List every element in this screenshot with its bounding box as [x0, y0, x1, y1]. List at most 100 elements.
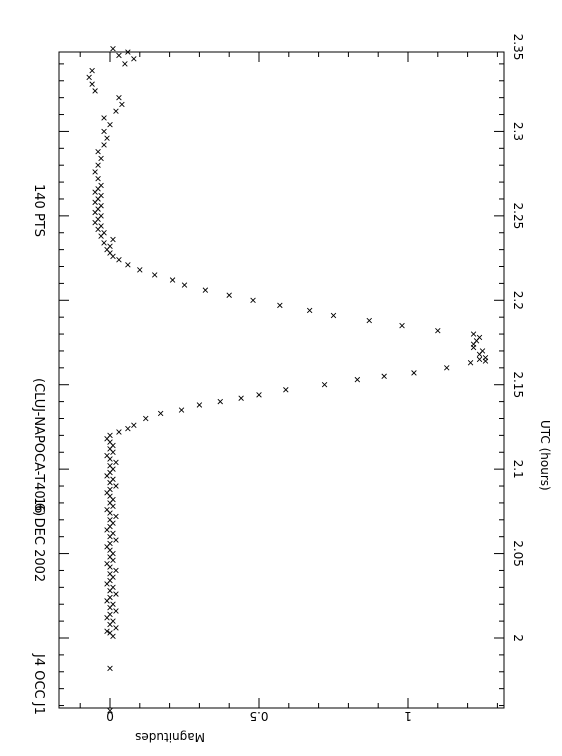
data-point-stroke-b	[110, 574, 116, 580]
data-point-stroke-b	[113, 591, 119, 597]
data-point	[95, 148, 101, 155]
data-point-stroke-b	[101, 240, 107, 246]
data-point-stroke-b	[151, 272, 158, 278]
data-point	[101, 230, 107, 236]
data-point-stroke-b	[125, 49, 131, 55]
x-tick-label: 2.35	[511, 34, 525, 61]
data-point-stroke-b	[104, 506, 110, 513]
data-point-stroke-b	[95, 162, 101, 168]
data-point	[107, 517, 113, 523]
data-point-stroke-b	[178, 407, 185, 413]
data-point-stroke-b	[435, 327, 441, 334]
data-point	[157, 410, 164, 417]
data-point-stroke-b	[113, 108, 119, 114]
data-point	[143, 415, 149, 422]
data-point-stroke-b	[116, 429, 122, 435]
data-point-stroke-b	[399, 322, 405, 329]
data-point-stroke-b	[125, 425, 131, 432]
data-point-stroke-b	[122, 61, 128, 67]
data-points	[86, 45, 489, 714]
data-point	[98, 192, 104, 199]
y-tick-label: 0.5	[249, 709, 268, 723]
data-point-stroke-b	[202, 287, 209, 293]
data-point	[98, 213, 104, 219]
data-point-stroke-b	[110, 476, 116, 482]
data-point	[217, 398, 223, 405]
data-point-stroke-b	[116, 52, 122, 59]
data-point	[95, 175, 101, 182]
data-point-stroke-b	[169, 277, 176, 283]
data-point-stroke-b	[306, 307, 313, 314]
data-point	[110, 584, 116, 591]
data-point-stroke-b	[110, 618, 116, 624]
data-point	[110, 45, 116, 52]
data-point	[101, 115, 107, 121]
data-point	[86, 74, 92, 81]
data-point	[196, 402, 203, 408]
axis-labels: 2 2.05 2.1 2.15 2.2 2.25 2.3 2.35 0 0.5 1	[106, 34, 525, 723]
data-point	[131, 56, 137, 62]
data-point	[178, 407, 185, 413]
data-point-stroke-b	[107, 463, 113, 469]
data-point	[479, 348, 486, 354]
data-point	[116, 94, 122, 101]
data-point-stroke-b	[470, 331, 477, 337]
data-point	[202, 287, 209, 293]
data-point	[110, 236, 116, 243]
data-point-stroke-b	[104, 452, 110, 459]
data-point-stroke-b	[104, 135, 110, 141]
data-point	[107, 432, 113, 439]
data-point-stroke-b	[110, 520, 116, 526]
data-point	[476, 356, 483, 363]
data-point	[116, 52, 122, 59]
data-point	[256, 392, 262, 398]
data-point	[89, 81, 95, 87]
data-point-stroke-b	[107, 456, 113, 462]
data-point-stroke-b	[101, 230, 107, 236]
data-point-stroke-b	[181, 282, 188, 288]
data-point-stroke-b	[110, 557, 116, 564]
data-point-stroke-b	[107, 517, 113, 523]
x-tick-label: 2.05	[511, 540, 525, 567]
data-point	[113, 537, 119, 543]
data-point-stroke-b	[110, 584, 116, 591]
data-point	[151, 272, 158, 278]
data-point	[125, 49, 131, 55]
data-point-stroke-b	[217, 398, 223, 405]
data-point-stroke-b	[125, 262, 131, 268]
data-point	[113, 483, 119, 489]
data-point	[104, 628, 110, 634]
data-point-stroke-b	[107, 243, 113, 249]
data-point-stroke-b	[98, 182, 104, 189]
data-point-stroke-b	[98, 223, 104, 229]
data-point	[277, 302, 283, 309]
x-tick-label: 2.25	[511, 202, 525, 229]
data-point	[169, 277, 176, 283]
data-point	[116, 257, 122, 263]
data-point-stroke-b	[113, 513, 119, 520]
data-point-stroke-b	[98, 213, 104, 219]
data-point	[92, 88, 98, 94]
data-point	[125, 425, 131, 432]
data-point	[131, 422, 137, 428]
data-point	[110, 530, 116, 537]
data-point-stroke-b	[95, 175, 101, 182]
data-point-stroke-b	[116, 94, 122, 101]
data-point-stroke-b	[110, 550, 116, 557]
data-point	[435, 327, 441, 334]
data-point	[107, 540, 113, 547]
data-point-stroke-b	[110, 466, 116, 472]
plot-frame	[58, 51, 505, 709]
data-point-stroke-b	[104, 560, 110, 567]
data-point-stroke-b	[107, 707, 113, 714]
x-axis-label: UTC (hours)	[538, 420, 552, 491]
data-point-stroke-b	[89, 81, 95, 87]
data-point-stroke-b	[482, 354, 489, 361]
data-point	[116, 429, 122, 435]
data-point-stroke-b	[101, 128, 107, 135]
data-point	[107, 611, 113, 618]
data-point	[113, 108, 119, 114]
data-point	[306, 307, 313, 314]
data-point-stroke-b	[98, 192, 104, 199]
